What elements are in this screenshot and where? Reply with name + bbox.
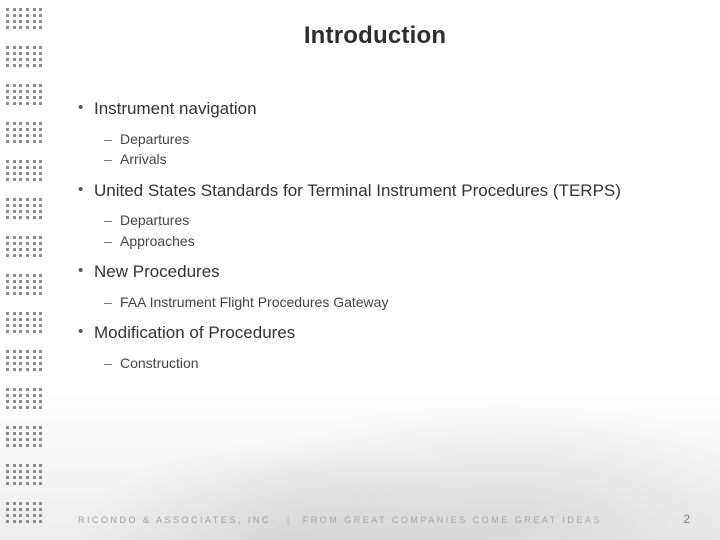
bullet-item: New Procedures FAA Instrument Flight Pro…: [78, 261, 672, 312]
bullet-text: United States Standards for Terminal Ins…: [78, 180, 672, 203]
footer-tagline: FROM GREAT COMPANIES COME GREAT IDEAS: [303, 515, 602, 525]
sub-list: Departures Approaches: [104, 210, 672, 251]
bullet-text: Modification of Procedures: [78, 322, 672, 345]
sub-list: Construction: [104, 353, 672, 373]
footer-separator: |: [287, 515, 292, 525]
sub-item: Departures: [104, 210, 672, 230]
footer-left: RICONDO & ASSOCIATES, INC. | FROM GREAT …: [78, 515, 602, 525]
sub-item: Departures: [104, 129, 672, 149]
sub-list: Departures Arrivals: [104, 129, 672, 170]
footer-brand: RICONDO & ASSOCIATES, INC.: [78, 515, 276, 525]
sub-list: FAA Instrument Flight Procedures Gateway: [104, 292, 672, 312]
footer: RICONDO & ASSOCIATES, INC. | FROM GREAT …: [78, 512, 690, 526]
slide: Introduction Instrument navigation Depar…: [0, 0, 720, 540]
sub-item: Construction: [104, 353, 672, 373]
bullet-item: Instrument navigation Departures Arrival…: [78, 98, 672, 170]
bullet-item: United States Standards for Terminal Ins…: [78, 180, 672, 252]
sub-item: FAA Instrument Flight Procedures Gateway: [104, 292, 672, 312]
bullet-list: Instrument navigation Departures Arrival…: [78, 98, 672, 374]
page-number: 2: [683, 512, 690, 526]
bullet-text: New Procedures: [78, 261, 672, 284]
slide-title: Introduction: [78, 22, 672, 50]
sub-item: Arrivals: [104, 149, 672, 169]
bullet-item: Modification of Procedures Construction: [78, 322, 672, 373]
sub-item: Approaches: [104, 231, 672, 251]
bullet-text: Instrument navigation: [78, 98, 672, 121]
